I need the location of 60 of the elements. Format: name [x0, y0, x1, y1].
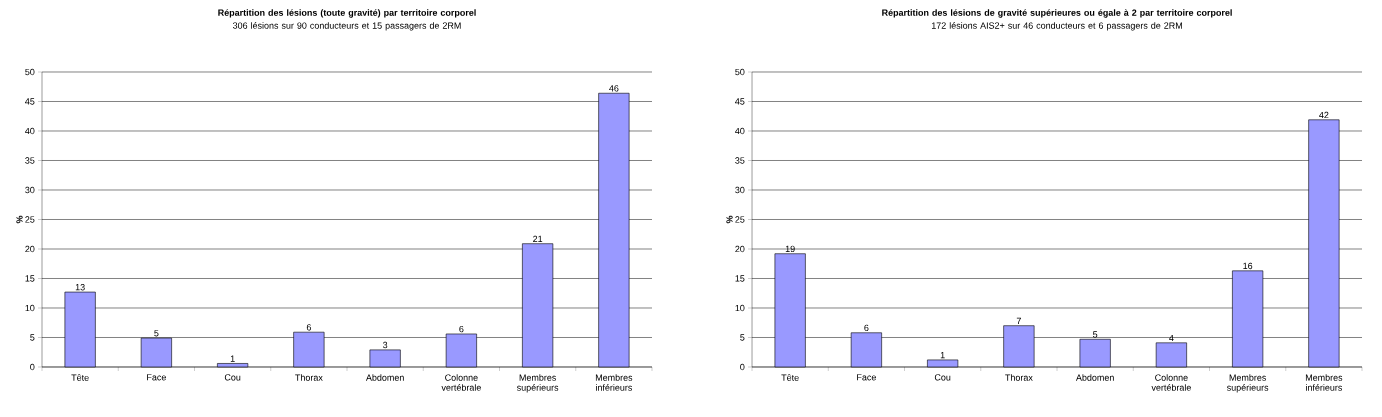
x-tick-label: Tête [781, 374, 799, 381]
y-tick-label: 35 [735, 157, 745, 164]
y-tick-label: 35 [25, 157, 35, 164]
y-tick-label: 50 [735, 68, 745, 76]
x-tick-label: Membres supérieurs [516, 374, 559, 393]
x-tick-label: Membres inférieurs [1305, 374, 1343, 391]
x-tick-label: Colonne vertébrale [1151, 374, 1191, 391]
x-tick-label: Cou [224, 374, 241, 381]
x-tick-label: Abdomen [365, 374, 404, 381]
chart-subtitle: 306 lésions sur 90 conducteurs et 15 passagers de 2RM [232, 22, 461, 31]
y-tick-label: 15 [25, 275, 35, 282]
x-tick-label: Colonne vertébrale [441, 374, 481, 391]
data-label: 3 [382, 341, 388, 349]
data-label: 42 [1319, 111, 1329, 119]
y-tick-label: 25 [735, 216, 745, 223]
chart-subtitle: 172 lésions AIS2+ sur 46 conducteurs et 6 passagers de 2RM [931, 22, 1182, 31]
x-tick-label: Membres supérieurs [1226, 374, 1269, 393]
data-label: 1 [230, 355, 235, 362]
y-tick-label: 5 [30, 334, 35, 341]
data-label: 19 [785, 245, 795, 253]
data-label: 7 [1016, 317, 1021, 324]
data-label: 21 [533, 235, 543, 242]
data-label: 6 [459, 325, 464, 333]
y-tick-label: 30 [735, 186, 745, 194]
y-tick-label: 0 [30, 363, 35, 371]
chart-title: Répartition des lésions (toute gravité) par territoire corporel [218, 9, 476, 18]
x-tick-label: Face [147, 374, 166, 381]
data-label: 5 [1093, 331, 1098, 338]
y-tick-label: 45 [735, 98, 745, 105]
data-label: 4 [1169, 334, 1174, 342]
data-label: 13 [75, 284, 85, 291]
x-tick-label: Membres inférieurs [595, 374, 633, 391]
data-label: 6 [864, 324, 869, 332]
data-label: 1 [940, 352, 945, 359]
x-tick-label: Tête [71, 374, 89, 381]
data-label: 16 [1243, 262, 1253, 270]
y-tick-label: 40 [735, 127, 745, 135]
data-label: 6 [306, 324, 311, 331]
y-tick-label: 45 [25, 98, 35, 105]
x-tick-label: Cou [934, 374, 951, 381]
x-tick-label: Thorax [1005, 374, 1033, 381]
y-axis-title: % [16, 215, 23, 224]
x-tick-label: Thorax [295, 374, 323, 381]
x-tick-label: Face [857, 374, 876, 381]
y-tick-label: 40 [25, 127, 35, 135]
chart-title: Répartition des lésions de gravité supérieures ou égale à 2 par territoire corporel [882, 9, 1232, 18]
y-tick-label: 25 [25, 216, 35, 223]
y-tick-label: 15 [735, 275, 745, 282]
y-tick-label: 30 [25, 186, 35, 194]
data-label: 5 [154, 330, 159, 337]
y-tick-label: 20 [25, 245, 35, 253]
y-axis-title: % [726, 215, 733, 224]
y-tick-label: 10 [25, 304, 35, 312]
y-tick-label: 20 [735, 245, 745, 253]
y-tick-label: 0 [740, 363, 745, 371]
x-tick-label: Abdomen [1075, 374, 1114, 381]
y-tick-label: 5 [740, 334, 745, 341]
y-tick-label: 10 [735, 304, 745, 312]
data-label: 46 [609, 85, 619, 92]
y-tick-label: 50 [25, 68, 35, 76]
